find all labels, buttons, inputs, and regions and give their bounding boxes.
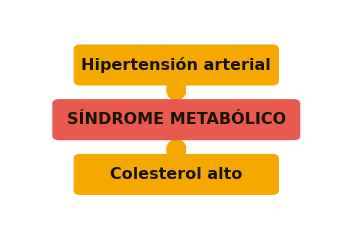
FancyBboxPatch shape (74, 154, 279, 195)
Text: SÍNDROME METABÓLICO: SÍNDROME METABÓLICO (67, 112, 286, 127)
FancyBboxPatch shape (52, 99, 300, 140)
Text: Colesterol alto: Colesterol alto (110, 167, 243, 182)
Text: Hipertensión arterial: Hipertensión arterial (82, 57, 271, 73)
FancyBboxPatch shape (74, 44, 279, 86)
